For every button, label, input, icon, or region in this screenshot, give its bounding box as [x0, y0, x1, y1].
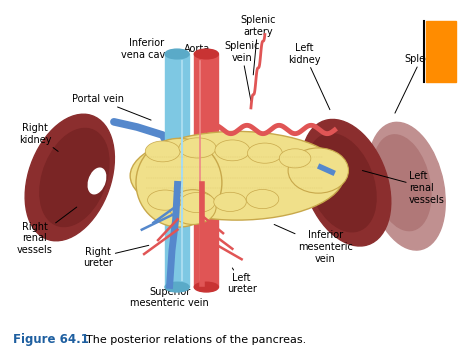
Ellipse shape: [301, 119, 391, 246]
Text: The posterior relations of the pancreas.: The posterior relations of the pancreas.: [86, 335, 306, 345]
Ellipse shape: [288, 148, 348, 193]
Ellipse shape: [180, 192, 215, 213]
Ellipse shape: [136, 138, 222, 227]
Ellipse shape: [170, 190, 216, 224]
Text: Inferior
mesenteric
vein: Inferior mesenteric vein: [274, 224, 353, 264]
Ellipse shape: [145, 141, 180, 162]
Ellipse shape: [194, 49, 219, 59]
Text: Aorta: Aorta: [184, 44, 210, 66]
Ellipse shape: [214, 192, 246, 212]
Bar: [426, 21, 456, 82]
Ellipse shape: [368, 122, 445, 250]
Ellipse shape: [247, 143, 283, 163]
Text: Left
ureter: Left ureter: [227, 268, 256, 294]
Ellipse shape: [246, 190, 279, 209]
Ellipse shape: [373, 135, 431, 231]
Ellipse shape: [310, 173, 328, 199]
Text: Right
ureter: Right ureter: [82, 245, 149, 268]
Text: Splenic
vein: Splenic vein: [224, 42, 259, 101]
Ellipse shape: [215, 140, 250, 161]
Ellipse shape: [130, 131, 344, 220]
Text: Left
kidney: Left kidney: [288, 43, 330, 110]
Ellipse shape: [279, 149, 311, 168]
Bar: [194, 54, 219, 287]
Ellipse shape: [88, 168, 106, 194]
Ellipse shape: [194, 282, 219, 292]
Ellipse shape: [165, 282, 189, 292]
Text: Right
renal
vessels: Right renal vessels: [17, 207, 77, 255]
Text: Figure 64.1: Figure 64.1: [13, 333, 89, 346]
Text: Splenic
artery: Splenic artery: [240, 15, 276, 75]
Ellipse shape: [25, 114, 114, 241]
Text: Spleen: Spleen: [395, 54, 438, 113]
Text: Superior
mesenteric vein: Superior mesenteric vein: [130, 268, 209, 308]
Text: Left
renal
vessels: Left renal vessels: [363, 170, 445, 204]
Text: Portal vein: Portal vein: [72, 94, 151, 120]
Ellipse shape: [165, 49, 189, 59]
Ellipse shape: [179, 138, 216, 158]
Ellipse shape: [40, 129, 109, 226]
Bar: [165, 54, 189, 287]
Text: Right
kidney: Right kidney: [18, 123, 58, 152]
Ellipse shape: [147, 190, 182, 210]
Text: Inferior
vena cava: Inferior vena cava: [121, 38, 177, 66]
Ellipse shape: [307, 134, 376, 232]
